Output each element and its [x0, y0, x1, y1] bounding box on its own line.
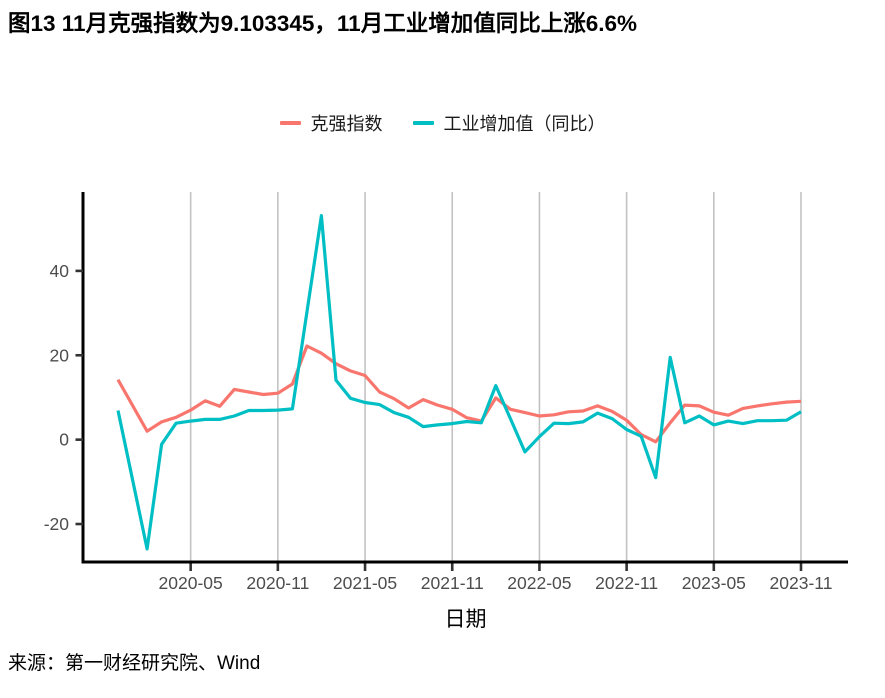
legend-item-keqiang-index: 克强指数: [279, 110, 383, 136]
y-tick-label: 0: [59, 430, 69, 450]
y-tick-label: -20: [44, 514, 70, 534]
x-tick-label: 2021-11: [421, 573, 484, 593]
x-tick-label: 2021-05: [333, 573, 397, 593]
x-tick-label: 2020-05: [159, 573, 223, 593]
legend-key-industrial-added-value: [412, 121, 434, 126]
series-line-industrial-added-value: [116, 214, 802, 551]
x-axis-title: 日期: [445, 608, 487, 631]
chart-legend: 克强指数 工业增加值（同比）: [0, 110, 885, 136]
x-tick-label: 2023-05: [682, 573, 746, 593]
legend-key-keqiang-index: [279, 121, 301, 126]
y-tick-label: 20: [50, 345, 70, 365]
source-note: 来源：第一财经研究院、Wind: [8, 653, 261, 675]
x-tick-label: 2022-11: [595, 573, 658, 593]
x-tick-label: 2022-05: [507, 573, 571, 593]
legend-label-keqiang-index: 克强指数: [310, 114, 383, 135]
x-tick-label: 2023-11: [770, 573, 833, 593]
x-tick-label: 2020-11: [246, 573, 309, 593]
figure-title: 图13 11月克强指数为9.103345，11月工业增加值同比上涨6.6%: [8, 11, 637, 36]
legend-label-industrial-added-value: 工业增加值（同比）: [443, 114, 606, 135]
legend-item-industrial-added-value: 工业增加值（同比）: [412, 110, 606, 136]
y-tick-label: 40: [50, 261, 70, 281]
series-line-keqiang-index: [116, 344, 802, 444]
line-chart: 40 20 0 -20 2020-05 2020-11 2021-05 2021-11 2022…: [44, 192, 848, 631]
